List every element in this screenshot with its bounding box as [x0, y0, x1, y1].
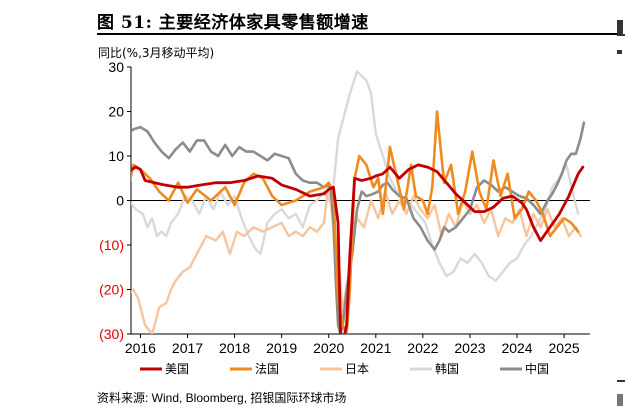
legend-label-jp: 日本 [345, 362, 369, 376]
series-line-us [131, 163, 585, 334]
legend-label-fr: 法国 [255, 362, 279, 376]
series-line-kr [131, 70, 580, 282]
y-tick-label: 20 [108, 104, 124, 120]
source-note: 资料来源: Wind, Bloomberg, 招银国际环球市场 [97, 391, 347, 405]
legend-label-cn: 中国 [525, 361, 549, 376]
y-axis-label: 同比(%,3月移动平均) [98, 46, 214, 60]
x-tick-label: 2017 [172, 340, 203, 356]
legend: 美国 法国 日本 韩国 中国 [140, 361, 549, 376]
cropped-neighbor-edge [617, 8, 625, 408]
series-line-fr [131, 110, 580, 334]
title-rule [97, 33, 617, 35]
legend-label-us: 美国 [165, 362, 189, 376]
x-axis: 2016 2017 2018 2019 2020 2021 2022 2023 2024 2025 [125, 334, 580, 356]
x-tick-label: 2022 [407, 340, 438, 356]
y-tick-label: (20) [99, 282, 124, 298]
series-layer [131, 70, 586, 334]
x-tick-label: 2018 [219, 340, 250, 356]
x-tick-label: 2016 [125, 340, 156, 356]
x-tick-label: 2024 [501, 340, 532, 356]
x-tick-label: 2025 [549, 340, 580, 356]
x-tick-label: 2021 [360, 340, 391, 356]
y-tick-label: 10 [108, 148, 124, 164]
series-line-cn [131, 121, 586, 334]
legend-label-kr: 韩国 [435, 361, 459, 376]
chart-title: 图 51: 主要经济体家具零售额增速 [97, 13, 369, 33]
y-tick-label: (30) [99, 326, 124, 342]
y-tick-label: 0 [116, 193, 124, 209]
x-tick-label: 2023 [454, 340, 485, 356]
y-axis: 30 20 10 0 (10) (20) (30) [99, 59, 131, 342]
y-tick-label: (10) [99, 237, 124, 253]
y-tick-label: 30 [108, 59, 124, 75]
x-tick-label: 2019 [266, 340, 297, 356]
x-tick-label: 2020 [313, 340, 344, 356]
